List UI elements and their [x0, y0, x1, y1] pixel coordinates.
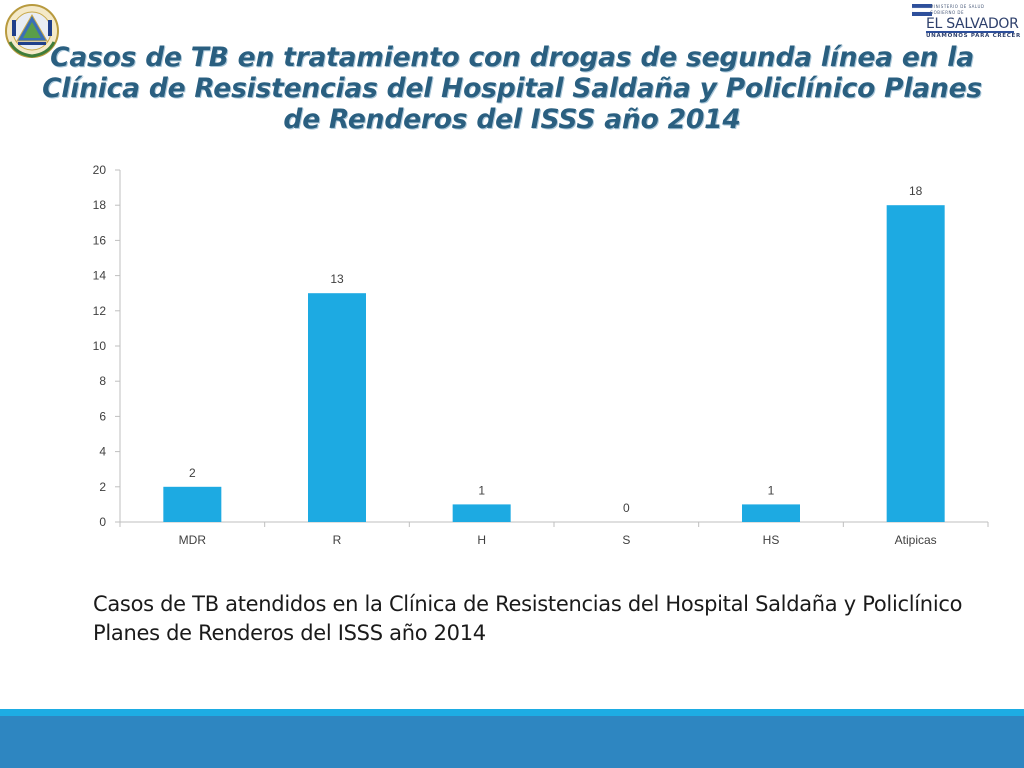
data-label: 18 — [909, 184, 923, 198]
y-tick-label: 16 — [93, 233, 107, 247]
bar-atipicas — [886, 205, 945, 522]
x-tick-label: HS — [763, 533, 780, 547]
x-tick-label: Atipicas — [895, 533, 937, 547]
x-tick-label: S — [622, 533, 630, 547]
bar-mdr — [163, 486, 222, 522]
y-tick-label: 8 — [99, 374, 106, 388]
logo-country-name: EL SALVADOR — [926, 16, 1019, 32]
y-tick-label: 18 — [93, 198, 107, 212]
x-tick-label: H — [477, 533, 486, 547]
data-label: 0 — [623, 501, 630, 515]
bar-chart: 0 2 4 6 8 10 12 14 16 18 20 MDR 2 R 13 H 1 S 0 HS 1 Atipicas 1… — [93, 163, 989, 547]
data-label: 13 — [330, 272, 344, 286]
y-tick-label: 2 — [99, 480, 106, 494]
footer-accent-bar — [0, 709, 1024, 716]
y-tick-label: 10 — [93, 339, 107, 353]
x-tick-label: R — [333, 533, 342, 547]
bar-r — [308, 293, 366, 522]
y-tick-label: 14 — [93, 269, 107, 283]
flag-icon — [912, 4, 932, 16]
chart-caption: Casos de TB atendidos en la Clínica de R… — [93, 592, 963, 645]
x-tick-label: MDR — [179, 533, 207, 547]
y-tick-label: 12 — [93, 304, 107, 318]
bar-hs — [742, 504, 800, 522]
y-tick-label: 0 — [99, 515, 106, 529]
y-tick-label: 20 — [93, 163, 107, 177]
slide-title: Casos de TB en tratamiento con drogas de… — [42, 42, 982, 135]
data-label: 1 — [768, 483, 775, 497]
bar-h — [452, 504, 511, 522]
footer-band — [0, 716, 1024, 768]
data-label: 2 — [189, 466, 196, 480]
logo-ministry-line: MINISTERIO DE SALUD — [930, 4, 985, 9]
data-label: 1 — [478, 483, 485, 497]
logo-tagline: UNÁMONOS PARA CRECER — [926, 33, 1021, 39]
logo-underline — [926, 31, 1014, 33]
logo-government-line: GOBIERNO DE — [930, 10, 964, 15]
y-tick-label: 6 — [99, 409, 106, 423]
el-salvador-coat-of-arms-logo — [4, 2, 60, 60]
ministerio-de-salud-logo: MINISTERIO DE SALUD GOBIERNO DE EL SALVA… — [912, 2, 1020, 44]
y-tick-label: 4 — [99, 445, 106, 459]
